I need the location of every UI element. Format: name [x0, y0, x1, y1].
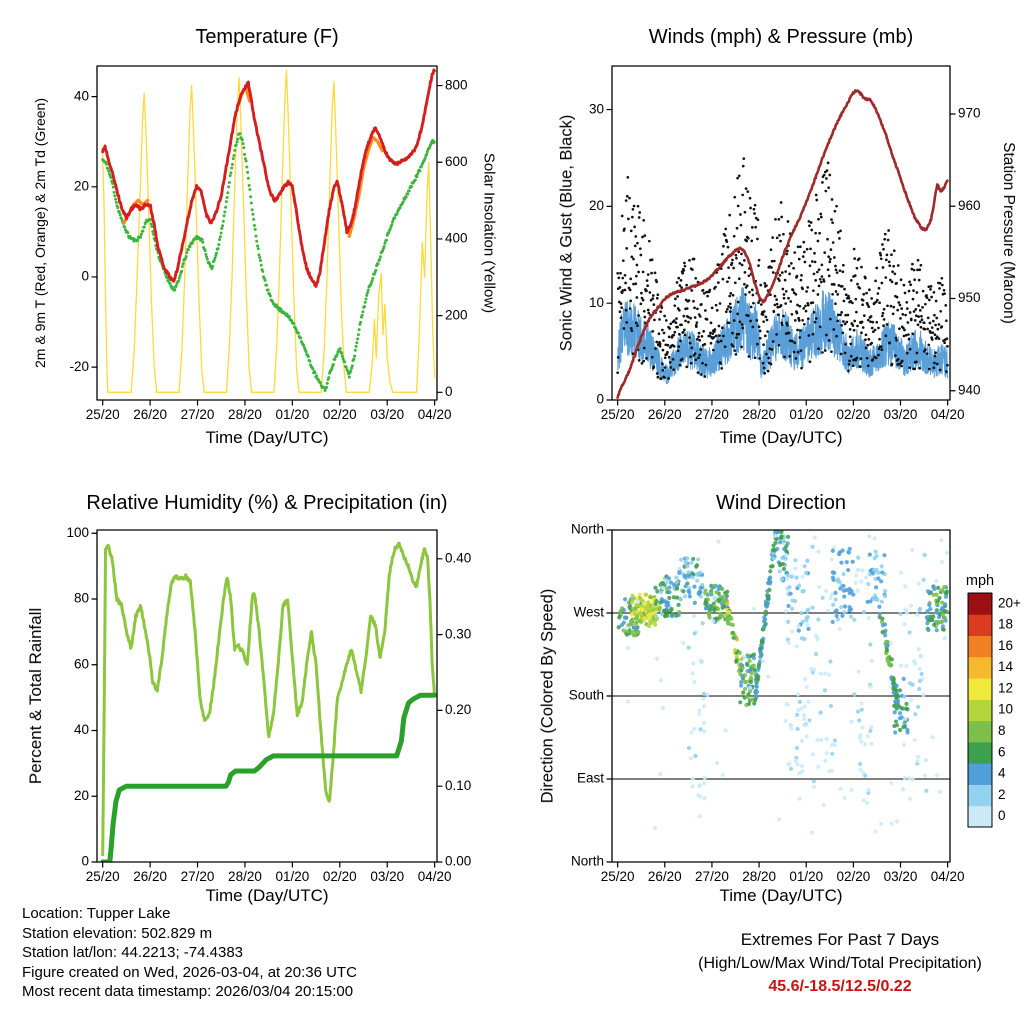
- wind-gust-y-axis-label: Sonic Wind & Gust (Blue, Black): [557, 114, 576, 352]
- direction-y-axis-label: Direction (Colored By Speed): [538, 588, 557, 804]
- humidity-x-axis-label: Time (Day/UTC): [205, 886, 329, 905]
- station-location-line: Location: Tupper Lake: [22, 905, 171, 922]
- winds-chart-title: Winds (mph) & Pressure (mb): [648, 26, 914, 48]
- temperature-x-axis-label: Time (Day/UTC): [205, 428, 329, 447]
- humidity-plot-canvas: [0, 470, 512, 940]
- temperature-chart-title: Temperature (F): [195, 26, 339, 48]
- humidity-precip-chart: Relative Humidity (%) & Precipitation (i…: [0, 470, 512, 940]
- station-latlon-line: Station lat/lon: 44.2213; -74.4383: [22, 944, 244, 961]
- station-info-block: Location: Tupper Lake Station elevation:…: [22, 904, 357, 1002]
- humidity-chart-title: Relative Humidity (%) & Precipitation (i…: [86, 492, 448, 514]
- temperature-plot-canvas: [0, 0, 512, 470]
- wind-direction-chart: Wind Direction Direction (Colored By Spe…: [512, 470, 1024, 940]
- winds-x-axis-label: Time (Day/UTC): [719, 428, 843, 447]
- winds-pressure-chart: Winds (mph) & Pressure (mb) Sonic Wind &…: [512, 0, 1024, 470]
- recent-data-line: Most recent data timestamp: 2026/03/04 2…: [22, 983, 354, 1000]
- extremes-values: 45.6/-18.5/12.5/0.22: [768, 978, 912, 995]
- extremes-block: Extremes For Past 7 Days (High/Low/Max W…: [640, 930, 1024, 996]
- percent-rainfall-y-axis-label: Percent & Total Rainfall: [26, 607, 45, 785]
- temperature-chart: Temperature (F) 2m & 9m T (Red, Orange) …: [0, 0, 512, 470]
- solar-insolation-y-axis-label: Solar Insolation (Yellow): [480, 152, 498, 314]
- wind-direction-chart-title: Wind Direction: [715, 492, 847, 514]
- station-elevation-line: Station elevation: 502.829 m: [22, 924, 213, 942]
- extremes-title: Extremes For Past 7 Days: [740, 930, 940, 949]
- wind-direction-x-axis-label: Time (Day/UTC): [719, 886, 843, 905]
- extremes-subtitle: (High/Low/Max Wind/Total Precipitation): [698, 955, 982, 972]
- station-pressure-y-axis-label: Station Pressure (Maroon): [1000, 142, 1017, 324]
- wind-direction-plot-canvas: [512, 470, 1024, 940]
- winds-plot-canvas: [512, 0, 1024, 470]
- temperature-y-axis-label: 2m & 9m T (Red, Orange) & 2m Td (Green): [32, 98, 48, 368]
- figure-created-line: Figure created on Wed, 2026-03-04, at 20…: [22, 963, 357, 981]
